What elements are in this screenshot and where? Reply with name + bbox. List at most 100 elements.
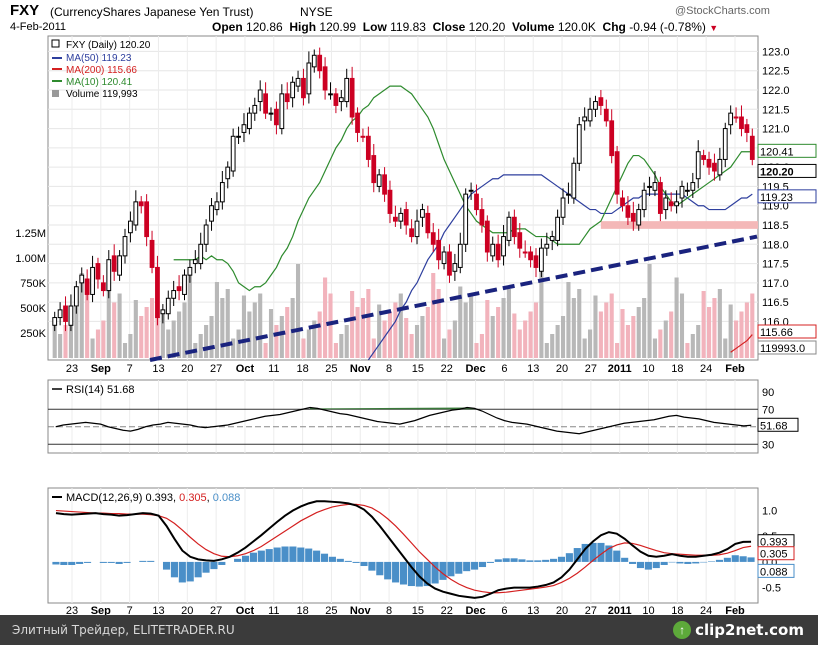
volume-bar [268,309,274,358]
macd-histogram-bar [186,561,194,582]
candle-body [739,116,744,130]
volume-bar [642,298,647,358]
candle-body [106,259,112,292]
candle-body [609,120,615,157]
macd-histogram-bar [384,561,392,580]
x-tick-label: 13 [152,363,164,375]
candle-body [468,189,474,192]
clip2net-logo-icon: ↑ [673,621,692,639]
candle-body [506,216,512,241]
x-tick-label: 23 [66,605,78,615]
x-tick-label: Nov [350,605,372,615]
x-tick-label: Sep [91,363,111,375]
volume-bar [420,316,425,358]
candle-body [371,155,377,184]
macd-histogram-bar [447,561,455,577]
x-tick-label: 27 [210,363,222,375]
candle-body [90,266,95,295]
x-tick-label: 22 [441,363,453,375]
last-value-text: 115.66 [760,327,793,339]
macd-histogram-bar [747,557,755,562]
candle-body [522,251,528,254]
open-label: Open [212,20,243,34]
volume-bar [90,338,95,358]
volume-bar [604,302,609,358]
moving-average-lines [173,85,753,361]
candle-body [452,263,458,272]
open-value: 120.86 [246,20,283,34]
price-tick-label: 118.0 [762,239,789,251]
volume-bar [631,316,636,358]
candle-body [160,309,166,315]
volume-bar [663,320,668,358]
x-tick-label: 8 [386,605,392,615]
candle-body [695,151,701,180]
volume-bar [371,338,376,358]
macd-tick-label: -0.5 [762,583,781,595]
macd-histogram-bar [52,561,60,565]
legend-volume: Volume 119,993 [66,89,138,100]
macd-line [55,500,752,599]
candle-body [165,297,171,315]
volume-bar [231,338,236,358]
volume-bar [328,293,333,358]
macd-histogram-bar [234,558,242,562]
macd-histogram-bar [494,559,502,562]
macd-histogram-bar [589,542,597,562]
macd-histogram-bar [644,561,652,570]
volume-bar [517,329,522,358]
last-value-box [757,143,817,158]
rsi-line [55,406,752,435]
macd-histogram-bar [676,561,684,564]
ma10-line [173,85,753,292]
clip2net-logo[interactable]: ↑ clip2net.com [673,619,804,641]
macd-histogram-bar [107,561,115,563]
last-value-box [757,163,817,178]
candle-body [712,162,717,172]
candle-body [133,201,139,226]
volume-bar [117,293,122,358]
volume-bar [452,320,457,358]
volume-bar [409,334,414,358]
volume-bar [85,289,90,358]
volume-bar [187,268,192,358]
macd-value: 0.393 [145,492,173,504]
candle-body [182,274,187,295]
company-name: (CurrencyShares Japanese Yen Trust) [50,5,254,19]
close-label: Close [432,20,466,34]
macd-histogram-bar [289,546,297,562]
last-value-text: 119.23 [760,192,793,204]
x-tick-label: 18 [296,605,308,615]
candle-body [230,135,236,172]
volume-bar [171,320,176,358]
volume-bar [609,293,614,358]
macd-histogram-bar [565,553,573,562]
macd-histogram-bar [99,561,107,563]
macd-histogram-bar [170,561,178,578]
macd-histogram-bar [613,550,621,562]
macd-panel-frame [47,487,759,604]
candle-body [728,112,734,126]
volume-bar [744,302,749,358]
candle-body [403,209,409,226]
candle-body [479,209,485,226]
x-tick-label: Nov [350,363,372,375]
volume-bar [333,343,338,358]
volume-bar [652,338,658,358]
macd-histogram-bar [605,545,613,562]
candle-body [663,197,669,211]
candle-body [144,201,150,238]
macd-histogram-bar [510,558,518,562]
volume-bar [512,313,517,358]
candle-body [219,182,225,203]
x-tick-label: 25 [325,605,337,615]
stock-chart: 123.0122.5122.0121.5121.0120.5120.0119.5… [15,35,817,615]
x-tick-label: Sep [91,605,111,615]
macd-histogram-bar [581,543,589,562]
macd-signal-line [55,503,752,594]
volume-bar [669,311,674,358]
volume-bar [620,309,625,358]
candle-body [392,216,398,222]
price-tick-label: 122.5 [762,66,790,78]
volume-bar [679,293,685,358]
